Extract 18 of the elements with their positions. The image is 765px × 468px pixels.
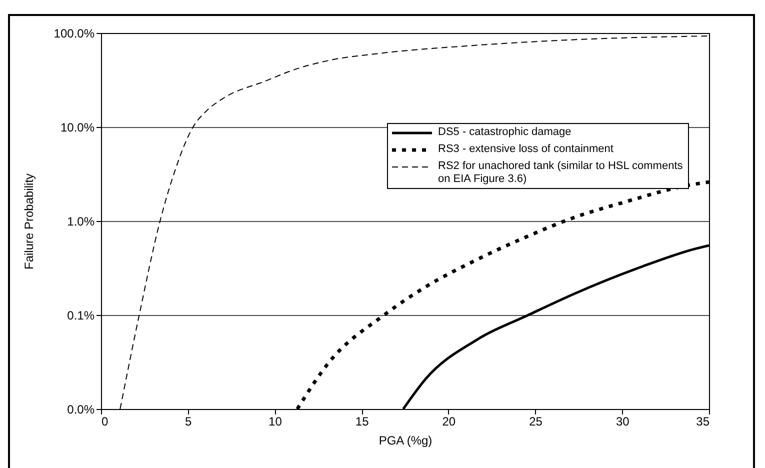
y-tick-label: 0.1% xyxy=(67,308,95,322)
legend-label: DS5 - catastrophic damage xyxy=(438,126,572,139)
y-axis-title: Failure Probability xyxy=(22,173,36,270)
legend-label: RS2 for unachored tank (similar to HSL comments on EIA Figure 3.6) xyxy=(438,160,684,186)
x-axis-title: PGA (%g) xyxy=(378,434,432,448)
x-tick-label: 10 xyxy=(268,414,282,428)
x-tick-label: 25 xyxy=(529,414,543,428)
y-tick-label: 10.0% xyxy=(60,120,95,134)
y-tick-label: 1.0% xyxy=(67,214,95,228)
y-tick-label: 100.0% xyxy=(54,26,95,40)
x-tick-label: 35 xyxy=(696,414,710,428)
legend-label: RS3 - extensive loss of containment xyxy=(438,143,614,156)
x-tick-label: 30 xyxy=(616,414,630,428)
x-tick-label: 20 xyxy=(442,414,456,428)
x-tick-label: 5 xyxy=(185,414,192,428)
x-tick-label: 15 xyxy=(355,414,370,428)
x-tick-label: 0 xyxy=(102,414,108,428)
y-tick-label: 0.0% xyxy=(67,402,95,416)
